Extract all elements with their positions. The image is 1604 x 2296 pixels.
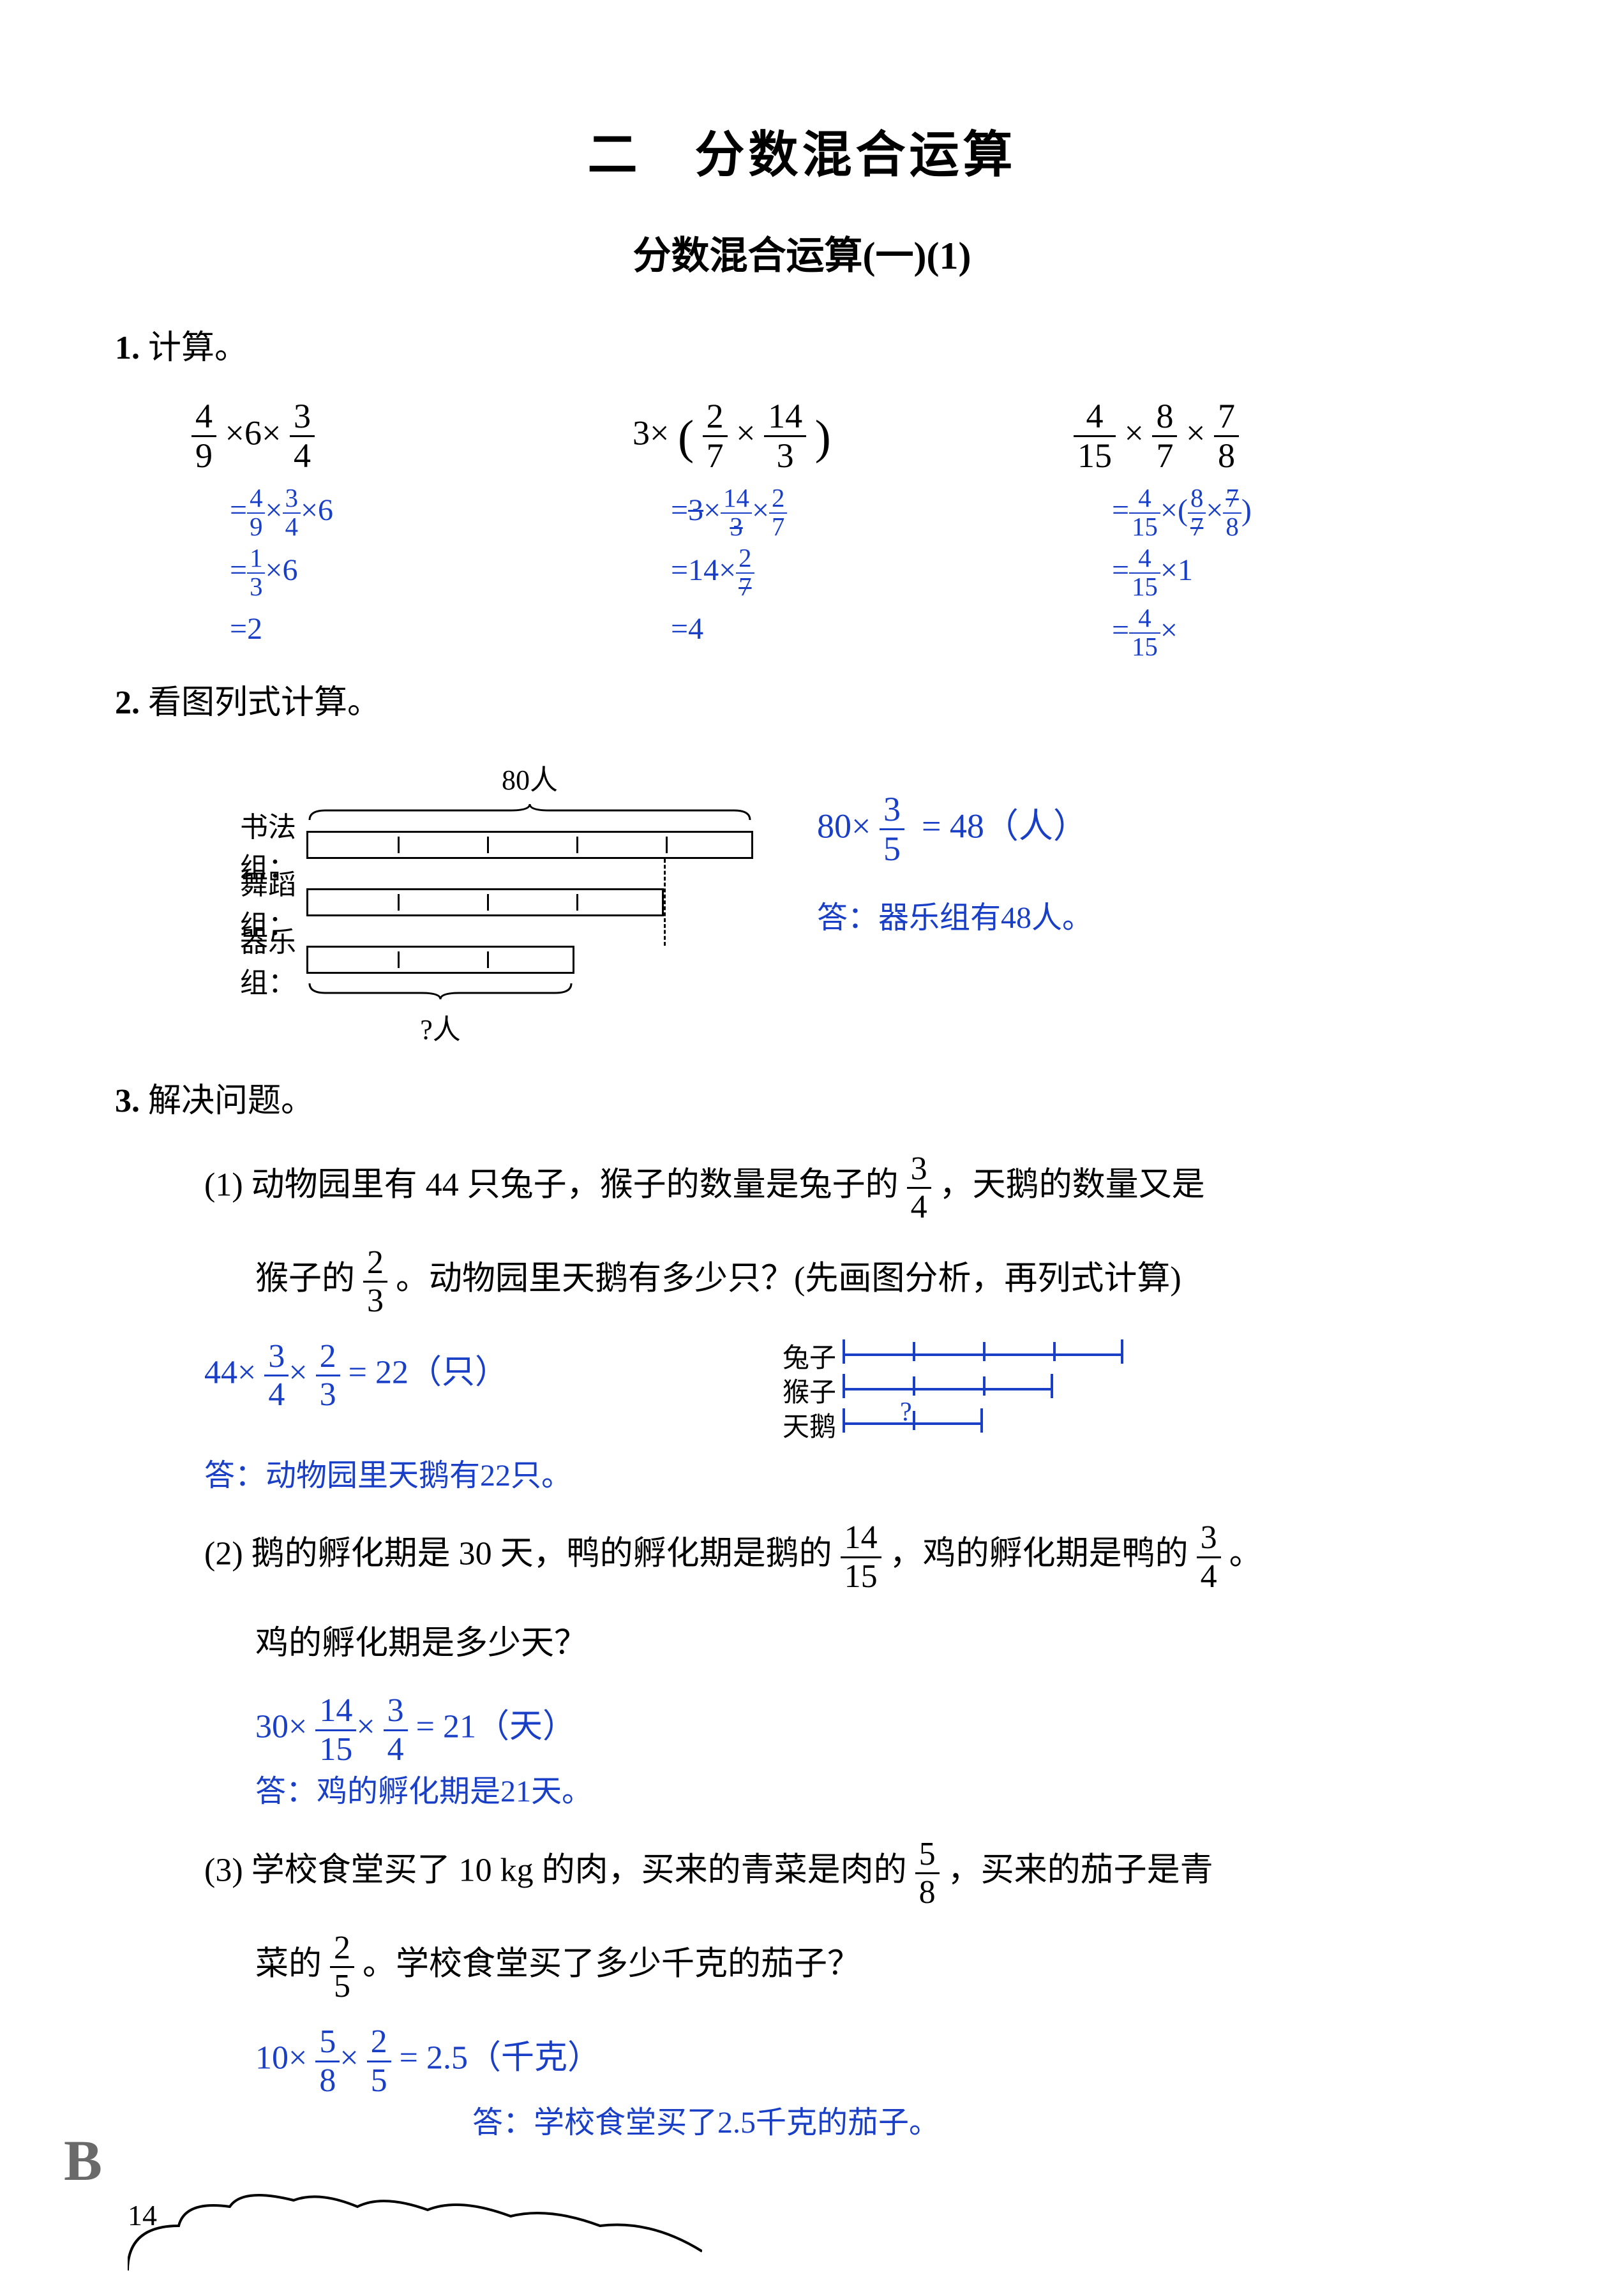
q2-num: 2. xyxy=(115,685,140,721)
q3-p3-line2: 菜的 25 。学校食堂买了多少千克的茄子？ xyxy=(255,1930,1489,2004)
corner-letter: B xyxy=(64,2128,102,2194)
q1-expr-c: 415 × 87 × 78 =415×(87×78) =415×1 =415× xyxy=(1074,398,1489,661)
q1-work-a: =49×34×6 =13×6 =2 xyxy=(230,485,607,653)
q3-p1-line2: 猴子的 23 。动物园里天鹅有多少只？(先画图分析，再列式计算) xyxy=(255,1244,1489,1319)
q2-answer: 答：器乐组有48人。 xyxy=(817,894,1489,943)
q3: 3. 解决问题。 xyxy=(115,1071,1489,1131)
q1-label: 计算。 xyxy=(148,330,248,366)
q3-label: 解决问题。 xyxy=(148,1083,314,1119)
q3-p3: (3) 学校食堂买了 10 kg 的肉，买来的青菜是肉的 58 ，买来的茄子是青 xyxy=(204,1836,1489,1911)
q3-p2-line2: 鸡的孵化期是多少天？ xyxy=(255,1614,1489,1674)
q2-work: 80× 35 = 48（人） 答：器乐组有48人。 xyxy=(817,752,1489,943)
q3-p2-answer: 答：鸡的孵化期是21天。 xyxy=(255,1768,1489,1817)
q1: 1. 计算。 xyxy=(115,318,1489,378)
q1-expr-a: 49 ×6× 34 =49×34×6 =13×6 =2 xyxy=(191,398,607,654)
q1-work-b: =3×143×27 =14×27 =4 xyxy=(671,485,1048,653)
chapter-title: 二 分数混合运算 xyxy=(115,115,1489,186)
q2: 2. 看图列式计算。 xyxy=(115,673,1489,733)
q3-p1-answer: 答：动物园里天鹅有22只。 xyxy=(204,1452,779,1501)
q2-diagram: 80人 书法组： xyxy=(191,772,817,1033)
q3-num: 3. xyxy=(115,1083,140,1119)
q3-p2-work: 30× 1415× 34 = 21（天） xyxy=(255,1692,1489,1767)
q3-p1-diagram: 兔子 猴子 天鹅 xyxy=(779,1338,1123,1442)
q3-p2: (2) 鹅的孵化期是 30 天，鸭的孵化期是鹅的 1415 ，鸡的孵化期是鸭的 … xyxy=(204,1519,1489,1594)
q3-p1-work: 44× 34× 23 = 22（只） xyxy=(204,1338,779,1413)
cloud-decoration xyxy=(128,2194,702,2270)
q3-p3-work: 10× 58× 25 = 2.5（千克） xyxy=(255,2024,1489,2098)
q3-p1: (1) 动物园里有 44 只兔子，猴子的数量是兔子的 34 ，天鹅的数量又是 xyxy=(204,1151,1489,1225)
q3-p3-answer: 答：学校食堂买了2.5千克的茄子。 xyxy=(472,2099,1489,2148)
section-title: 分数混合运算(一)(1) xyxy=(115,225,1489,280)
q1-expr-b: 3× ( 27 × 143 ) =3×143×27 =14×27 =4 xyxy=(633,398,1048,654)
q1-work-c: =415×(87×78) =415×1 =415× xyxy=(1112,485,1489,660)
q2-label: 看图列式计算。 xyxy=(148,685,380,721)
q1-num: 1. xyxy=(115,330,140,366)
